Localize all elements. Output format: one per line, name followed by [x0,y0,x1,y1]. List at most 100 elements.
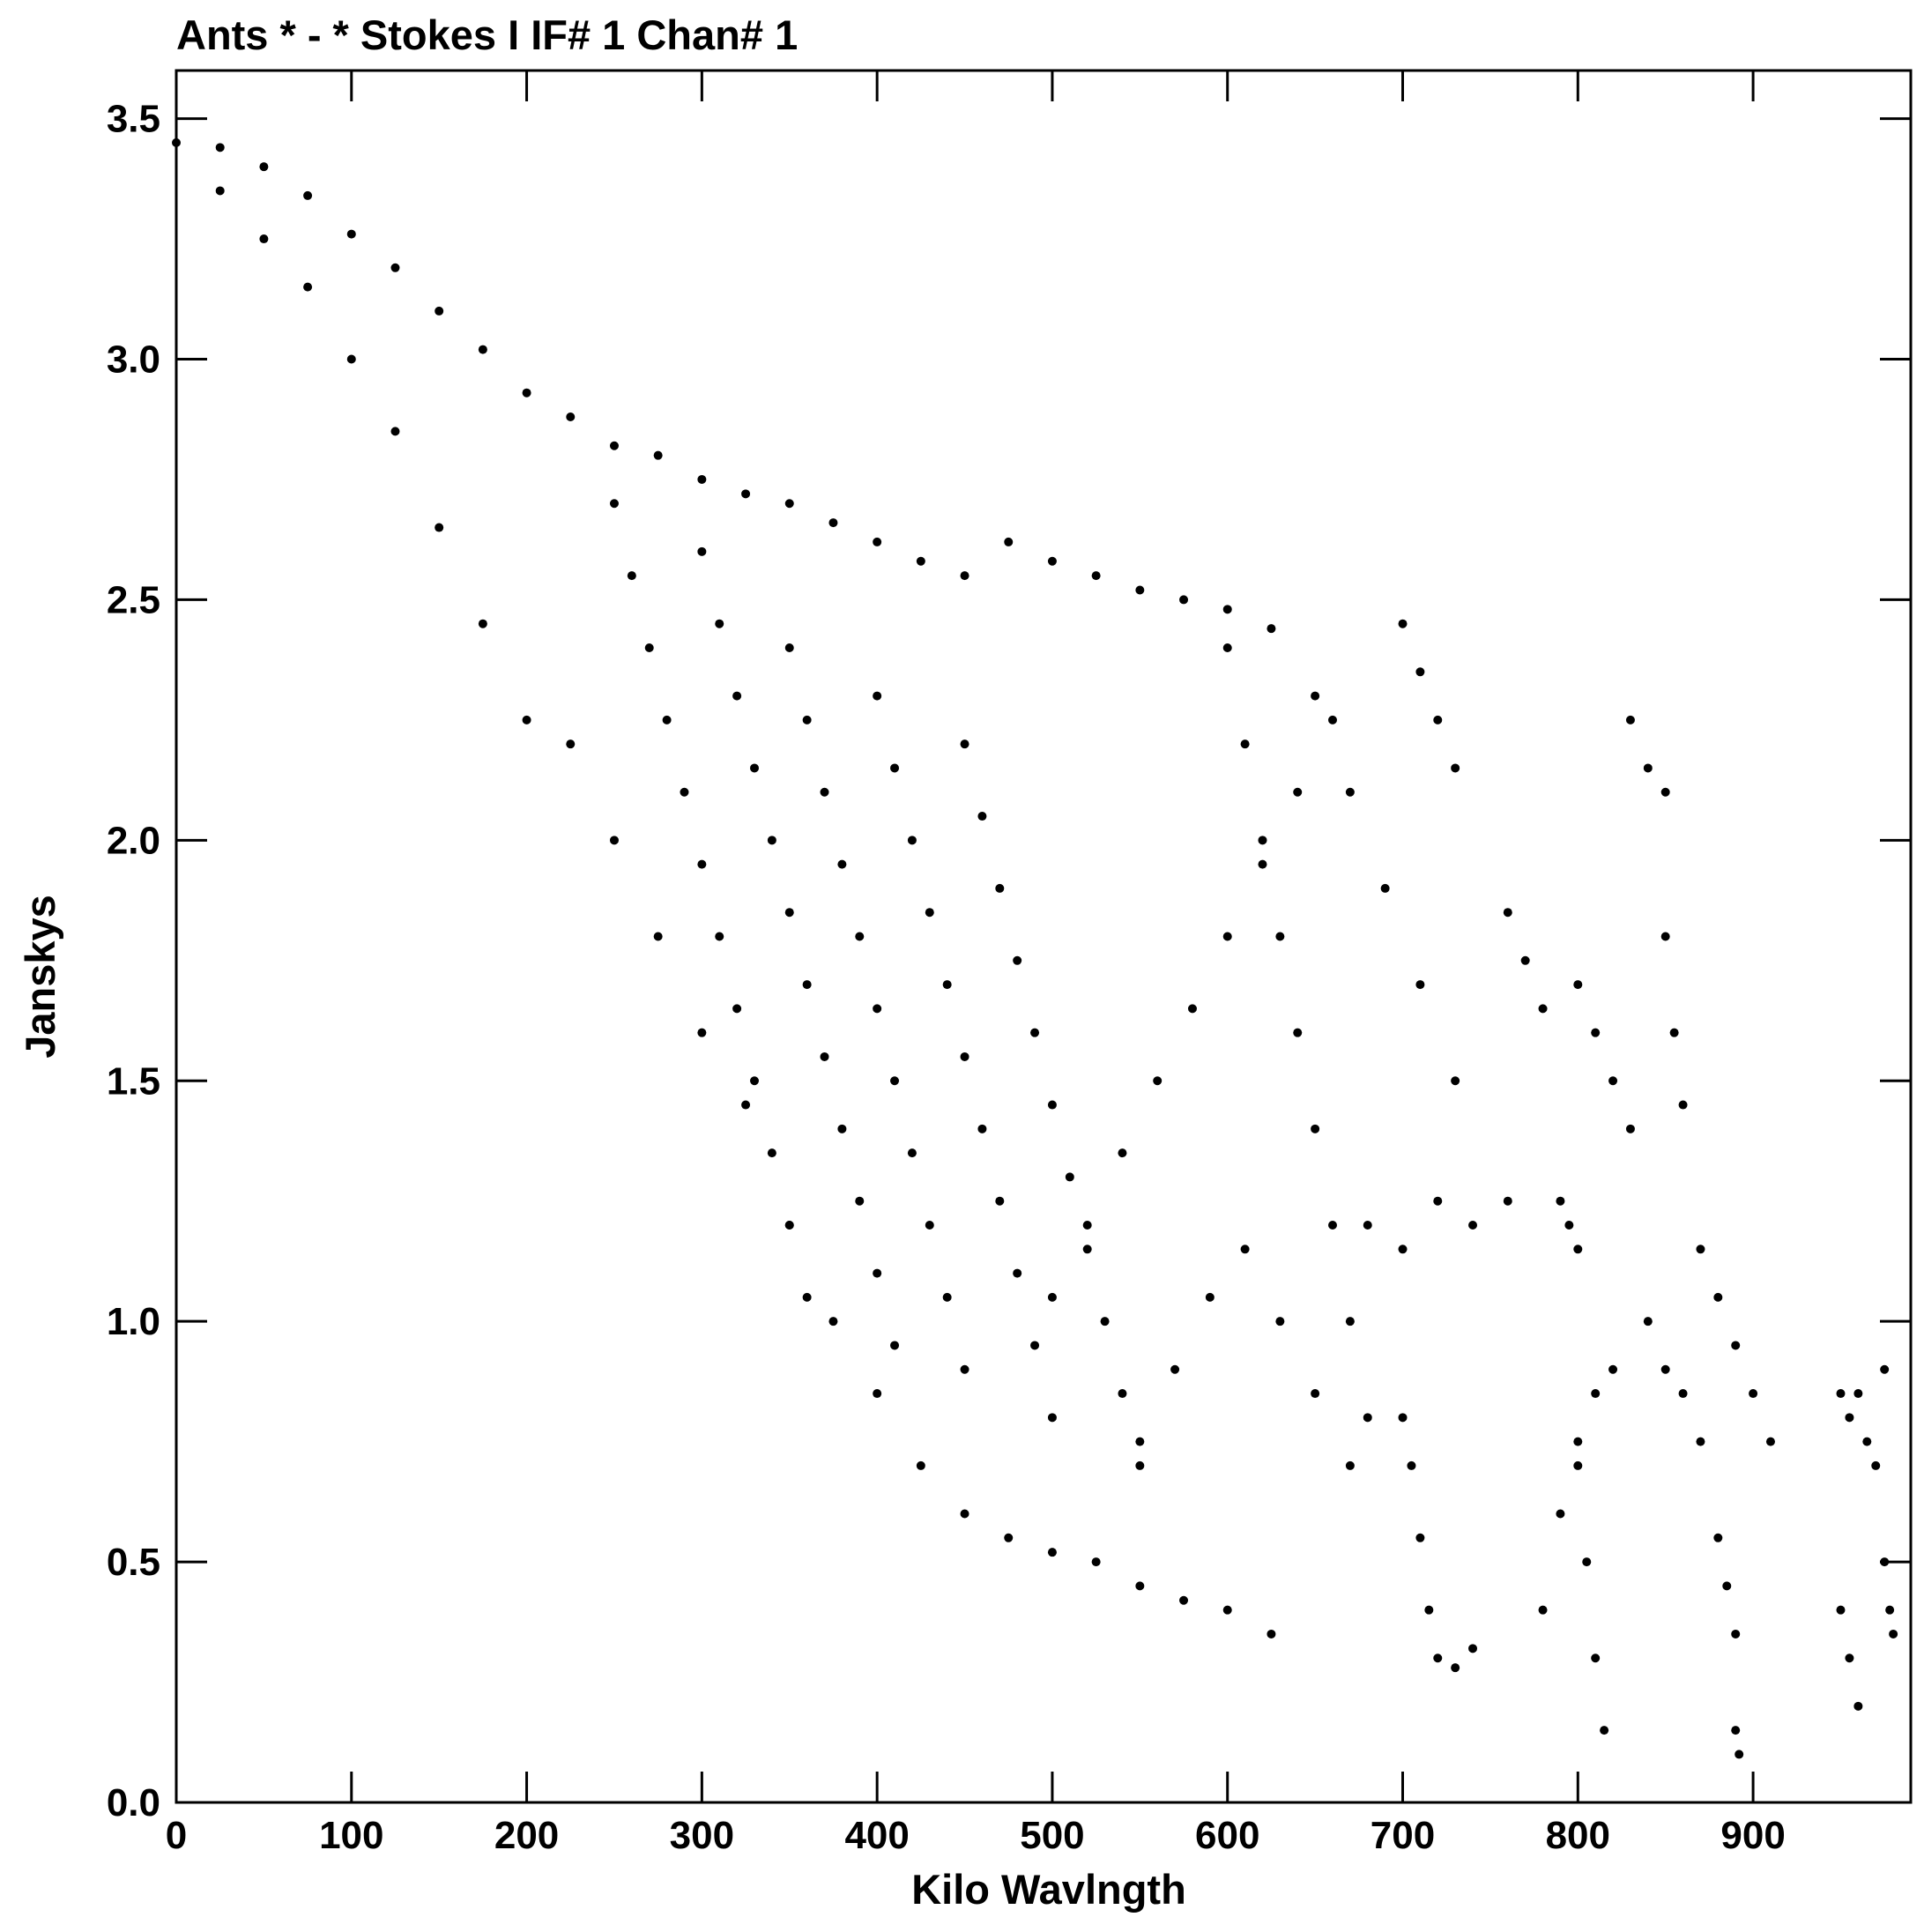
data-point [1258,859,1267,869]
data-point [907,836,917,845]
data-point [873,1389,882,1399]
data-point [478,345,487,354]
data-point [1267,1629,1276,1638]
data-point [1293,787,1303,797]
data-point [1871,1460,1881,1470]
data-point [1713,1292,1723,1302]
data-point [1415,667,1425,677]
y-tick-label: 1.0 [107,1300,160,1343]
x-tick-label: 900 [1720,1814,1785,1857]
data-point [977,812,987,821]
data-point [346,354,356,364]
data-point [644,643,654,652]
data-point [1222,932,1232,941]
data-point [1047,1100,1057,1110]
data-point [1091,571,1101,581]
data-point [1731,1726,1741,1735]
data-point [715,619,724,628]
data-point [1660,787,1670,797]
data-point [1468,1644,1478,1653]
data-point [1678,1100,1688,1110]
data-point [820,1051,829,1061]
data-point [390,427,400,436]
data-point [1311,1389,1320,1399]
y-tick-label: 2.5 [107,578,160,621]
data-point [873,691,882,701]
x-tick-label: 0 [166,1814,187,1857]
data-point [1591,1653,1601,1663]
data-point [1451,1663,1460,1673]
data-point [1153,1076,1163,1086]
data-point [1625,715,1635,724]
data-point [820,787,829,797]
data-point [303,190,313,200]
data-point [1267,624,1276,634]
data-point [1398,619,1408,628]
data-point [1722,1581,1732,1591]
data-point [1240,1245,1250,1254]
data-point [1328,1221,1337,1230]
data-point [1573,1460,1583,1470]
data-point [609,499,619,509]
data-point [1591,1028,1601,1037]
data-point [390,263,400,272]
data-point [1573,1437,1583,1446]
data-point [750,763,759,773]
data-point [1398,1413,1408,1423]
data-point [346,229,356,239]
data-point [697,859,707,869]
data-point [1293,1028,1303,1037]
data-point [890,763,900,773]
data-point [1275,1317,1285,1326]
data-point [259,234,269,244]
data-point [855,932,865,941]
data-point [215,186,225,196]
data-point [1573,1245,1583,1254]
data-point [1091,1557,1101,1567]
data-point [609,836,619,845]
data-point [1222,605,1232,614]
data-point [1468,1221,1478,1230]
data-point [1582,1557,1592,1567]
data-point [1030,1028,1040,1037]
data-point [1275,932,1285,941]
data-point [1179,595,1189,605]
data-point [916,1460,925,1470]
data-point [1004,1533,1014,1542]
data-point [784,643,794,652]
data-point [1451,1076,1460,1086]
y-tick-label: 3.5 [107,98,160,141]
data-point [1328,715,1337,724]
data-point [1735,1750,1744,1759]
data-point [907,1148,917,1158]
data-point [680,787,689,797]
data-point [784,1221,794,1230]
data-point [1885,1605,1895,1615]
data-point [732,1004,742,1014]
data-point [1415,980,1425,990]
data-point [627,571,636,581]
data-point [1660,932,1670,941]
data-point [1082,1221,1092,1230]
y-tick-label: 3.0 [107,338,160,382]
data-point [1520,955,1530,965]
data-point [873,1268,882,1278]
data-point [1713,1533,1723,1542]
data-point [942,980,952,990]
data-point [1415,1533,1425,1542]
data-point [1047,1292,1057,1302]
data-point [1749,1389,1758,1399]
data-point [1135,1460,1145,1470]
data-point [1407,1460,1416,1470]
data-point [1170,1364,1180,1374]
data-point [995,1196,1005,1206]
data-point [942,1292,952,1302]
x-tick-label: 200 [494,1814,559,1857]
data-point [1187,1004,1197,1014]
data-point [1240,739,1250,749]
data-point [1311,691,1320,701]
data-point [837,859,847,869]
data-point [653,932,663,941]
data-point [1398,1245,1408,1254]
data-point [1179,1595,1189,1605]
